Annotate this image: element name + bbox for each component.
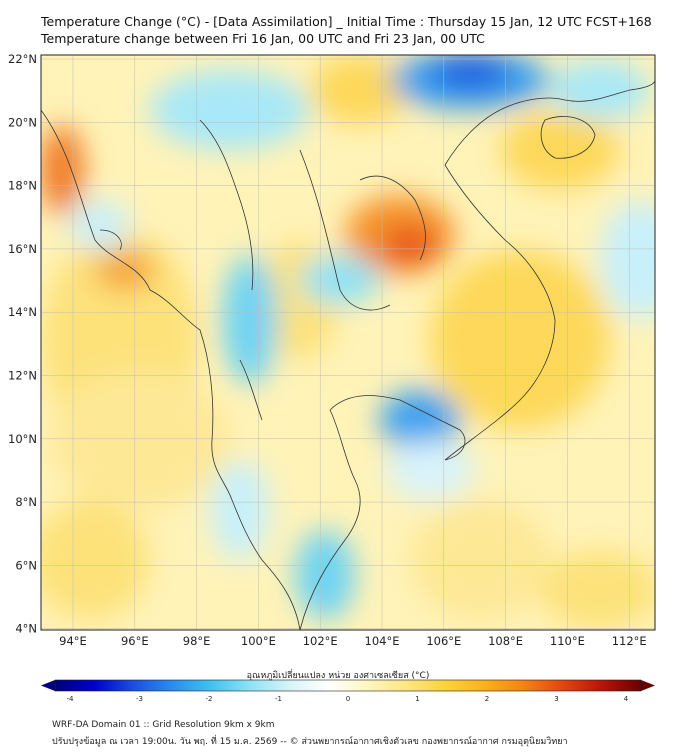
colorbar-left-arrow [41,680,55,691]
longitude-label: 106°E [426,634,461,648]
latitude-labels: 22°N 20°N 18°N 16°N 14°N 12°N 10°N 8°N 6°N 4°N [8,52,37,636]
chart-subtitle: Temperature change between Fri 16 Jan, 0… [41,31,485,46]
footer-model-info: WRF-DA Domain 01 :: Grid Resolution 9km … [52,720,275,730]
colorbar-tick-label: -1 [275,695,282,703]
longitude-label: 110°E [550,634,585,648]
latitude-label: 12°N [8,369,37,383]
colorbar-scale [55,680,641,691]
colorbar-right-arrow [641,680,655,691]
latitude-label: 18°N [8,179,37,193]
longitude-label: 96°E [121,634,149,648]
latitude-label: 14°N [8,305,37,319]
latitude-label: 6°N [15,558,37,572]
colorbar-tick-label: 1 [415,695,419,703]
footer-credit: ปรับปรุงข้อมูล ณ เวลา 19:00น. วัน พฤ. ที… [52,737,568,747]
latitude-label: 4°N [15,622,37,636]
longitude-label: 112°E [612,634,647,648]
longitude-labels: 94°E 96°E 98°E 100°E 102°E 104°E 106°E 108°E 110… [59,634,647,648]
colorbar-tick-label: -4 [67,695,75,703]
map-plot-area [41,55,655,630]
latitude-label: 10°N [8,432,37,446]
longitude-label: 102°E [303,634,338,648]
colorbar-tick-label: 0 [346,695,350,703]
latitude-label: 16°N [8,242,37,256]
map-frame [40,54,656,631]
colorbar-tick-label: 4 [624,695,629,703]
longitude-label: 98°E [183,634,211,648]
chart-title: Temperature Change (°C) - [Data Assimila… [41,14,652,29]
latitude-label: 20°N [8,115,37,129]
colorbar-ticks: -4 -3 -2 -1 0 1 2 3 4 [67,695,629,703]
lat-lon-gridlines [41,55,655,630]
colorbar-tick-label: 2 [485,695,489,703]
longitude-label: 104°E [365,634,400,648]
colorbar-tick-label: 3 [554,695,558,703]
latitude-label: 22°N [8,52,37,66]
colorbar-title: อุณหภูมิเปลี่ยนแปลง หน่วย องศาเซลเซียส (… [246,671,430,681]
longitude-label: 108°E [488,634,523,648]
colorbar: -4 -3 -2 -1 0 1 2 3 4 [41,679,655,703]
longitude-label: 94°E [59,634,87,648]
coastlines-and-borders [41,79,655,630]
colorbar-tick-label: -3 [136,695,143,703]
colorbar-tick-label: -2 [206,695,213,703]
latitude-label: 8°N [15,495,37,509]
temperature-field [41,55,655,630]
longitude-label: 100°E [241,634,276,648]
